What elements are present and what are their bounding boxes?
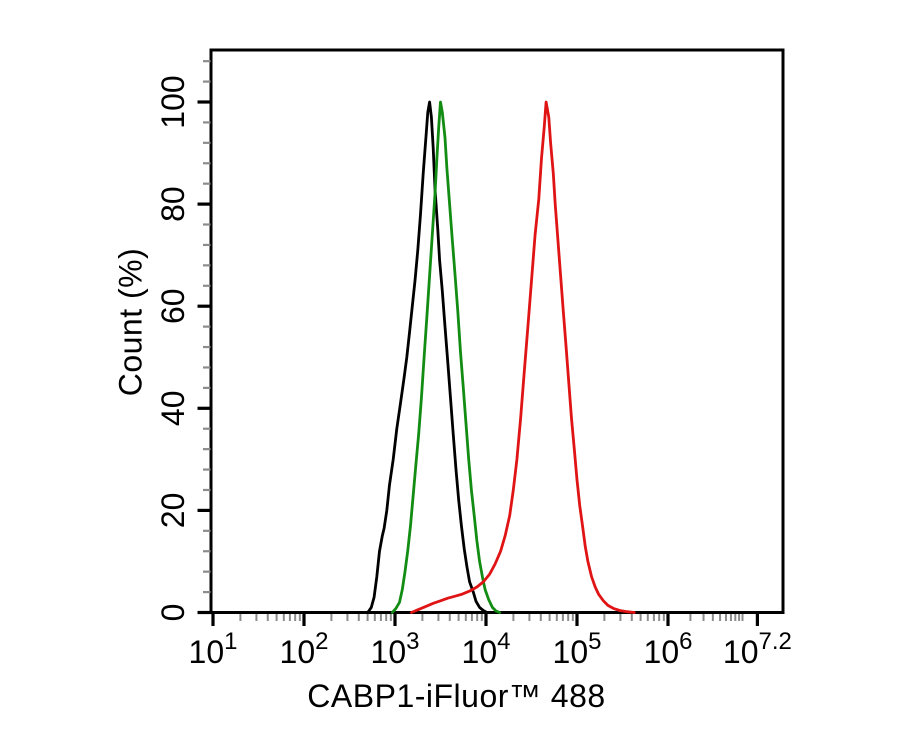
y-tick-label: 20 bbox=[155, 493, 191, 529]
x-tick-label: 103 bbox=[371, 628, 420, 670]
x-tick-label: 107.2 bbox=[723, 628, 792, 670]
x-tick-label: 105 bbox=[553, 628, 602, 670]
x-tick-label: 106 bbox=[644, 628, 693, 670]
y-tick-label: 60 bbox=[155, 288, 191, 324]
x-tick-label: 102 bbox=[280, 628, 329, 670]
curve-series-black bbox=[366, 100, 489, 614]
x-tick-label: 101 bbox=[189, 628, 238, 670]
plot-border bbox=[209, 48, 785, 614]
y-axis-title: Count (%) bbox=[112, 247, 149, 397]
y-tick-label: 80 bbox=[155, 186, 191, 222]
curve-series-green bbox=[390, 100, 502, 614]
curve-series-red bbox=[410, 100, 636, 614]
y-tick-label: 100 bbox=[155, 75, 191, 128]
x-tick-label: 104 bbox=[462, 628, 511, 670]
x-axis-title: CABP1-iFluor™ 488 bbox=[307, 678, 606, 714]
y-tick-label: 0 bbox=[155, 604, 191, 622]
y-tick-label: 40 bbox=[155, 391, 191, 427]
